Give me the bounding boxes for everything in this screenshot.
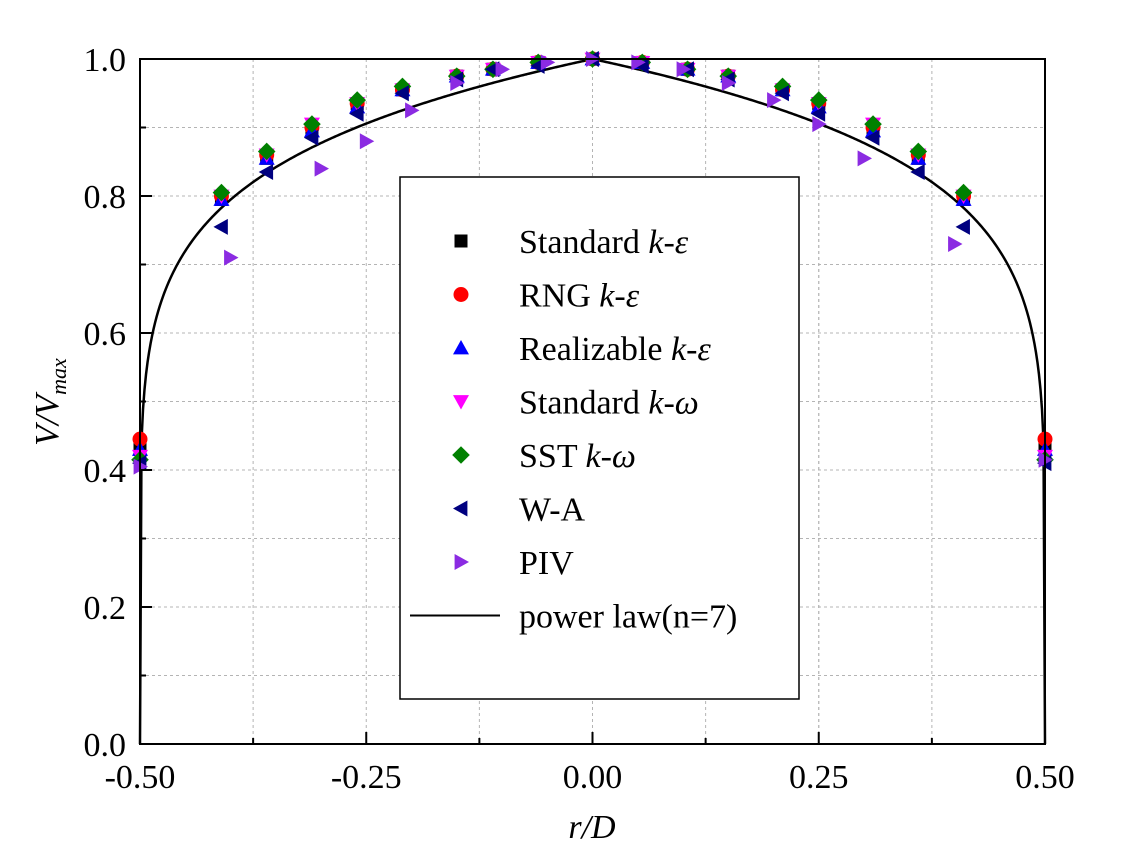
data-point xyxy=(864,115,882,133)
legend-label: RNG k-ε xyxy=(519,278,640,315)
data-point xyxy=(394,85,409,102)
legend-label: power law(n=7) xyxy=(519,599,737,636)
legend-label: Realizable k-ε xyxy=(519,331,711,368)
data-point xyxy=(812,116,827,133)
y-tick-label: 1.0 xyxy=(84,42,127,79)
data-point xyxy=(767,92,782,109)
y-tick-label: 0.4 xyxy=(84,453,127,490)
data-point xyxy=(495,61,510,78)
legend-marker xyxy=(453,395,469,410)
data-point xyxy=(954,183,973,202)
data-point xyxy=(303,129,319,146)
data-point xyxy=(212,183,231,202)
data-point xyxy=(634,57,649,74)
y-axis-title-main: V/V xyxy=(29,391,66,446)
data-point xyxy=(258,164,274,181)
y-tick-label: 0.8 xyxy=(84,179,127,216)
y-tick-label: 0.2 xyxy=(84,590,127,627)
y-axis-title: V/Vmax xyxy=(29,358,71,446)
legend-marker xyxy=(453,500,468,517)
svg-text:V/Vmax: V/Vmax xyxy=(29,358,71,446)
data-point xyxy=(359,133,375,150)
axis-ticks: -0.50 -0.25 0.00 0.25 0.50 0.0 0.2 0.4 0.6 0.8 1.0 xyxy=(84,42,1075,796)
data-point xyxy=(909,142,928,161)
data-point xyxy=(721,74,737,91)
data-point xyxy=(955,218,970,235)
x-tick-label: -0.25 xyxy=(331,759,402,796)
data-point xyxy=(257,142,276,161)
legend-marker xyxy=(453,340,469,355)
data-point xyxy=(865,129,880,146)
y-axis-title-sub: max xyxy=(46,358,71,395)
x-tick-label: -0.50 xyxy=(105,759,176,796)
data-point xyxy=(405,102,420,119)
x-tick-label: 0.25 xyxy=(789,759,849,796)
data-point xyxy=(348,91,366,109)
legend-label: Standard k-ε xyxy=(519,224,689,261)
data-point xyxy=(910,164,925,181)
data-point xyxy=(948,235,963,252)
legend-label: W-A xyxy=(519,492,586,529)
legend-label: PIV xyxy=(519,545,574,582)
x-tick-label: 0.50 xyxy=(1015,759,1075,796)
data-point xyxy=(224,249,239,266)
legend-marker xyxy=(453,287,469,302)
data-point xyxy=(349,105,364,122)
legend-marker xyxy=(452,446,470,464)
data-point xyxy=(314,160,329,177)
legend-marker xyxy=(454,554,469,570)
data-markers xyxy=(131,50,1054,475)
legend: Standard k-ε RNG k-ε Realizable k-ε Standar… xyxy=(399,176,800,700)
data-point xyxy=(857,150,872,167)
x-tick-label: 0.00 xyxy=(563,759,623,796)
y-tick-label: 0.6 xyxy=(84,316,127,353)
data-point xyxy=(450,74,465,91)
y-tick-label: 0.0 xyxy=(84,727,127,764)
data-point xyxy=(810,105,826,122)
data-point xyxy=(213,218,228,235)
legend-marker xyxy=(454,234,468,248)
legend-label: SST k-ω xyxy=(519,438,636,475)
legend-box xyxy=(399,176,800,700)
data-point xyxy=(774,85,789,102)
x-axis-title: r/D xyxy=(568,809,616,846)
data-point xyxy=(676,61,691,78)
legend-label: Standard k-ω xyxy=(519,385,699,422)
